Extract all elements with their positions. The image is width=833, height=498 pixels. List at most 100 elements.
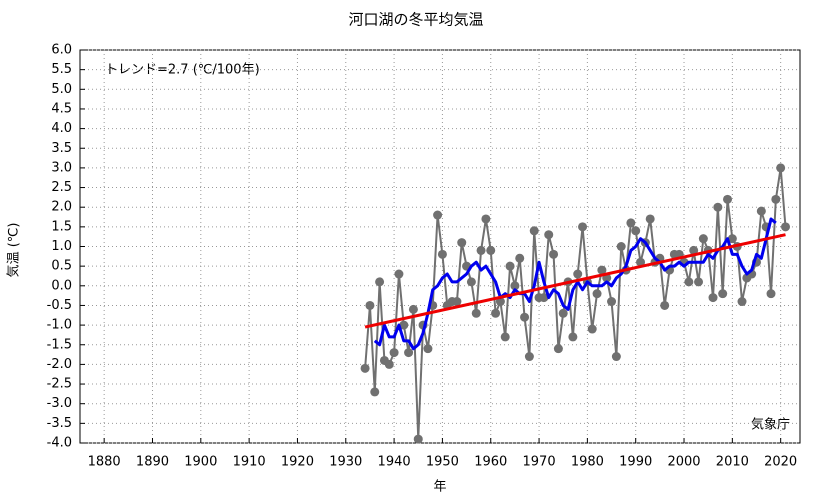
data-point xyxy=(510,281,520,291)
data-point xyxy=(544,230,554,240)
data-point xyxy=(539,293,549,303)
data-point xyxy=(437,249,447,259)
data-point xyxy=(766,289,776,299)
data-point xyxy=(491,308,501,318)
x-tick-label: 2020 xyxy=(764,455,797,470)
data-point xyxy=(408,304,418,314)
data-point xyxy=(549,249,559,259)
data-point xyxy=(457,238,467,248)
data-point xyxy=(723,194,733,204)
data-point xyxy=(370,387,380,397)
data-point xyxy=(384,359,394,369)
data-point xyxy=(694,277,704,287)
x-tick-label: 1970 xyxy=(523,455,556,470)
data-point xyxy=(611,352,621,362)
y-tick-label: 6.0 xyxy=(51,43,72,58)
data-point xyxy=(365,300,375,310)
data-point xyxy=(486,245,496,255)
data-point xyxy=(515,253,525,263)
trend-annotation: トレンド=2.7 (℃/100年) xyxy=(105,63,260,78)
data-point xyxy=(631,226,641,236)
data-point xyxy=(607,297,617,307)
chart-title: 河口湖の冬平均気温 xyxy=(348,11,483,29)
data-point xyxy=(776,163,786,173)
y-tick-label: 3.0 xyxy=(51,160,72,175)
data-point xyxy=(684,277,694,287)
x-tick-label: 2010 xyxy=(716,455,749,470)
series-line xyxy=(373,217,777,351)
data-point xyxy=(597,265,607,275)
y-tick-label: 0.5 xyxy=(51,259,72,274)
data-point xyxy=(466,277,476,287)
x-tick-label: 1910 xyxy=(233,455,266,470)
data-point xyxy=(718,289,728,299)
series-line xyxy=(364,166,787,441)
x-tick-label: 1880 xyxy=(88,455,121,470)
data-point xyxy=(592,289,602,299)
y-tick-label: -1.0 xyxy=(47,318,72,333)
x-axis-label: 年 xyxy=(433,480,446,495)
y-tick-label: 2.0 xyxy=(51,200,72,215)
data-point xyxy=(413,434,423,444)
x-tick-label: 1960 xyxy=(474,455,507,470)
y-tick-label: -1.5 xyxy=(47,337,72,352)
data-point xyxy=(481,214,491,224)
data-point xyxy=(616,242,626,251)
data-point xyxy=(781,222,791,232)
data-point xyxy=(645,214,655,224)
y-tick-label: 3.5 xyxy=(51,141,72,156)
data-point xyxy=(660,300,670,310)
x-tick-label: 1920 xyxy=(281,455,314,470)
x-tick-label: 1930 xyxy=(329,455,362,470)
data-point xyxy=(433,210,443,220)
y-tick-label: 5.0 xyxy=(51,82,72,97)
data-point xyxy=(524,352,534,362)
y-axis-label: 気温 (℃) xyxy=(6,223,22,278)
y-tick-label: -3.5 xyxy=(47,416,72,431)
data-point xyxy=(558,308,568,318)
data-point xyxy=(529,226,539,236)
data-point xyxy=(553,344,563,354)
y-tick-label: 0.0 xyxy=(51,278,72,293)
x-tick-label: 1940 xyxy=(378,455,411,470)
x-tick-label: 1890 xyxy=(136,455,169,470)
data-point xyxy=(756,206,766,216)
data-point xyxy=(713,202,723,212)
data-point xyxy=(404,348,414,358)
data-point xyxy=(452,297,462,307)
data-point xyxy=(573,269,583,279)
data-point xyxy=(505,261,515,271)
data-point xyxy=(471,308,481,318)
x-tick-label: 1900 xyxy=(184,455,217,470)
y-tick-label: 4.5 xyxy=(51,101,72,116)
data-point xyxy=(727,234,737,244)
x-tick-label: 1980 xyxy=(571,455,604,470)
y-tick-label: 5.5 xyxy=(51,62,72,77)
data-point xyxy=(698,234,708,244)
source-credit: 気象庁 xyxy=(751,417,790,433)
data-point xyxy=(520,312,530,322)
data-point xyxy=(360,363,370,373)
data-point xyxy=(578,222,588,232)
y-tick-label: -2.5 xyxy=(47,377,72,392)
data-point xyxy=(389,348,399,358)
y-tick-label: -3.0 xyxy=(47,396,72,411)
x-tick-label: 1950 xyxy=(426,455,459,470)
data-point xyxy=(708,293,718,303)
data-point xyxy=(399,320,409,330)
y-tick-label: 1.0 xyxy=(51,239,72,254)
x-tick-label: 2000 xyxy=(667,455,700,470)
data-point xyxy=(500,332,510,342)
x-tick-label: 1990 xyxy=(619,455,652,470)
data-point xyxy=(689,245,699,255)
data-point xyxy=(737,297,747,307)
data-point xyxy=(375,277,385,287)
y-tick-label: -4.0 xyxy=(47,436,72,451)
data-point xyxy=(568,332,578,342)
series-line xyxy=(364,233,786,329)
data-point xyxy=(587,324,597,334)
y-tick-label: 1.5 xyxy=(51,219,72,234)
data-point xyxy=(771,194,781,204)
data-point xyxy=(394,269,404,279)
